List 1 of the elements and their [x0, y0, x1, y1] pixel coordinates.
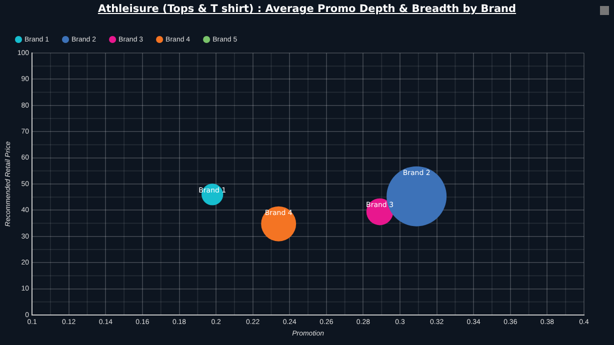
chart-title: Athleisure (Tops & T shirt) : Average Promo Depth & Breadth by Brand — [96, 3, 518, 15]
